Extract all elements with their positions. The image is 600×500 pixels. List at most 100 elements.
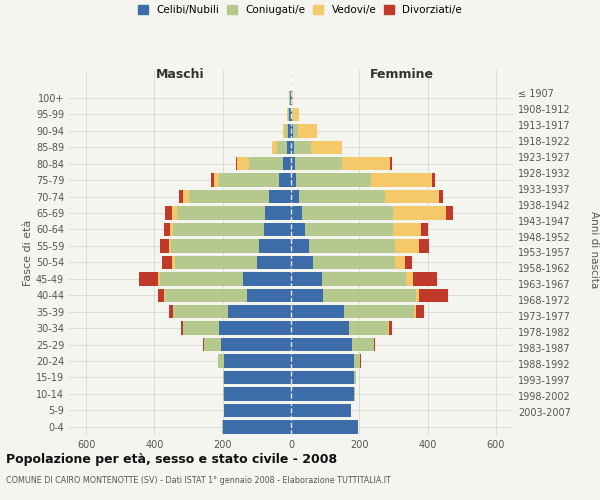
Bar — [390, 157, 392, 170]
Bar — [385, 190, 439, 203]
Bar — [406, 272, 413, 285]
Bar — [164, 222, 170, 236]
Bar — [292, 91, 293, 104]
Bar — [263, 222, 291, 236]
Text: Maschi: Maschi — [155, 68, 205, 80]
Bar — [204, 338, 221, 351]
Bar — [224, 404, 291, 417]
Bar — [291, 108, 292, 121]
Bar — [432, 174, 436, 187]
Bar — [181, 322, 183, 335]
Bar — [352, 338, 374, 351]
Bar — [419, 288, 448, 302]
Bar — [139, 272, 158, 285]
Bar — [291, 370, 354, 384]
Bar — [342, 157, 390, 170]
Bar — [291, 174, 296, 187]
Bar — [291, 338, 352, 351]
Bar — [211, 174, 214, 187]
Bar — [389, 322, 392, 335]
Bar — [291, 157, 295, 170]
Bar — [184, 322, 219, 335]
Bar — [354, 387, 355, 400]
Bar — [414, 305, 416, 318]
Bar — [188, 190, 269, 203]
Bar — [172, 256, 175, 269]
Bar — [287, 108, 289, 121]
Bar — [291, 305, 344, 318]
Bar — [354, 370, 356, 384]
Bar — [291, 124, 293, 138]
Bar — [203, 338, 204, 351]
Bar — [283, 157, 291, 170]
Bar — [279, 174, 291, 187]
Bar — [173, 222, 263, 236]
Bar — [323, 288, 416, 302]
Bar — [394, 222, 421, 236]
Text: COMUNE DI CAIRO MONTENOTTE (SV) - Dati ISTAT 1° gennaio 2008 - Elaborazione TUTT: COMUNE DI CAIRO MONTENOTTE (SV) - Dati I… — [6, 476, 391, 485]
Bar — [269, 190, 291, 203]
Bar — [291, 256, 313, 269]
Bar — [165, 206, 172, 220]
Bar — [179, 190, 184, 203]
Bar — [176, 206, 265, 220]
Bar — [296, 174, 371, 187]
Bar — [322, 272, 406, 285]
Bar — [291, 140, 294, 154]
Bar — [291, 420, 358, 434]
Bar — [162, 256, 172, 269]
Bar — [406, 256, 412, 269]
Bar — [293, 124, 298, 138]
Bar — [173, 305, 228, 318]
Bar — [289, 91, 290, 104]
Bar — [218, 354, 224, 368]
Bar — [288, 124, 291, 138]
Bar — [313, 256, 395, 269]
Bar — [291, 387, 354, 400]
Bar — [302, 206, 394, 220]
Bar — [243, 272, 291, 285]
Bar — [224, 370, 291, 384]
Bar — [293, 108, 299, 121]
Bar — [238, 157, 250, 170]
Text: Femmine: Femmine — [370, 68, 434, 80]
Bar — [294, 140, 311, 154]
Bar — [285, 124, 288, 138]
Bar — [388, 322, 389, 335]
Bar — [164, 288, 247, 302]
Bar — [291, 272, 322, 285]
Bar — [175, 256, 257, 269]
Bar — [354, 354, 361, 368]
Legend: Celibi/Nubili, Coniugati/e, Vedovi/e, Divorziati/e: Celibi/Nubili, Coniugati/e, Vedovi/e, Di… — [138, 5, 462, 15]
Bar — [291, 91, 292, 104]
Bar — [158, 272, 160, 285]
Bar — [421, 222, 428, 236]
Y-axis label: Fasce di età: Fasce di età — [23, 220, 33, 286]
Bar — [351, 404, 352, 417]
Text: Anni di nascita: Anni di nascita — [589, 212, 599, 288]
Bar — [446, 206, 452, 220]
Bar — [395, 239, 419, 252]
Bar — [349, 322, 388, 335]
Bar — [299, 190, 385, 203]
Bar — [172, 239, 259, 252]
Bar — [291, 354, 354, 368]
Bar — [290, 91, 291, 104]
Bar — [291, 322, 349, 335]
Bar — [394, 206, 446, 220]
Bar — [160, 239, 169, 252]
Bar — [419, 239, 429, 252]
Bar — [291, 239, 309, 252]
Bar — [169, 305, 173, 318]
Bar — [219, 174, 279, 187]
Bar — [223, 370, 224, 384]
Bar — [289, 108, 291, 121]
Bar — [236, 157, 238, 170]
Bar — [395, 256, 406, 269]
Bar — [416, 305, 424, 318]
Bar — [160, 272, 243, 285]
Bar — [298, 124, 317, 138]
Bar — [309, 239, 395, 252]
Bar — [222, 420, 223, 434]
Bar — [291, 222, 305, 236]
